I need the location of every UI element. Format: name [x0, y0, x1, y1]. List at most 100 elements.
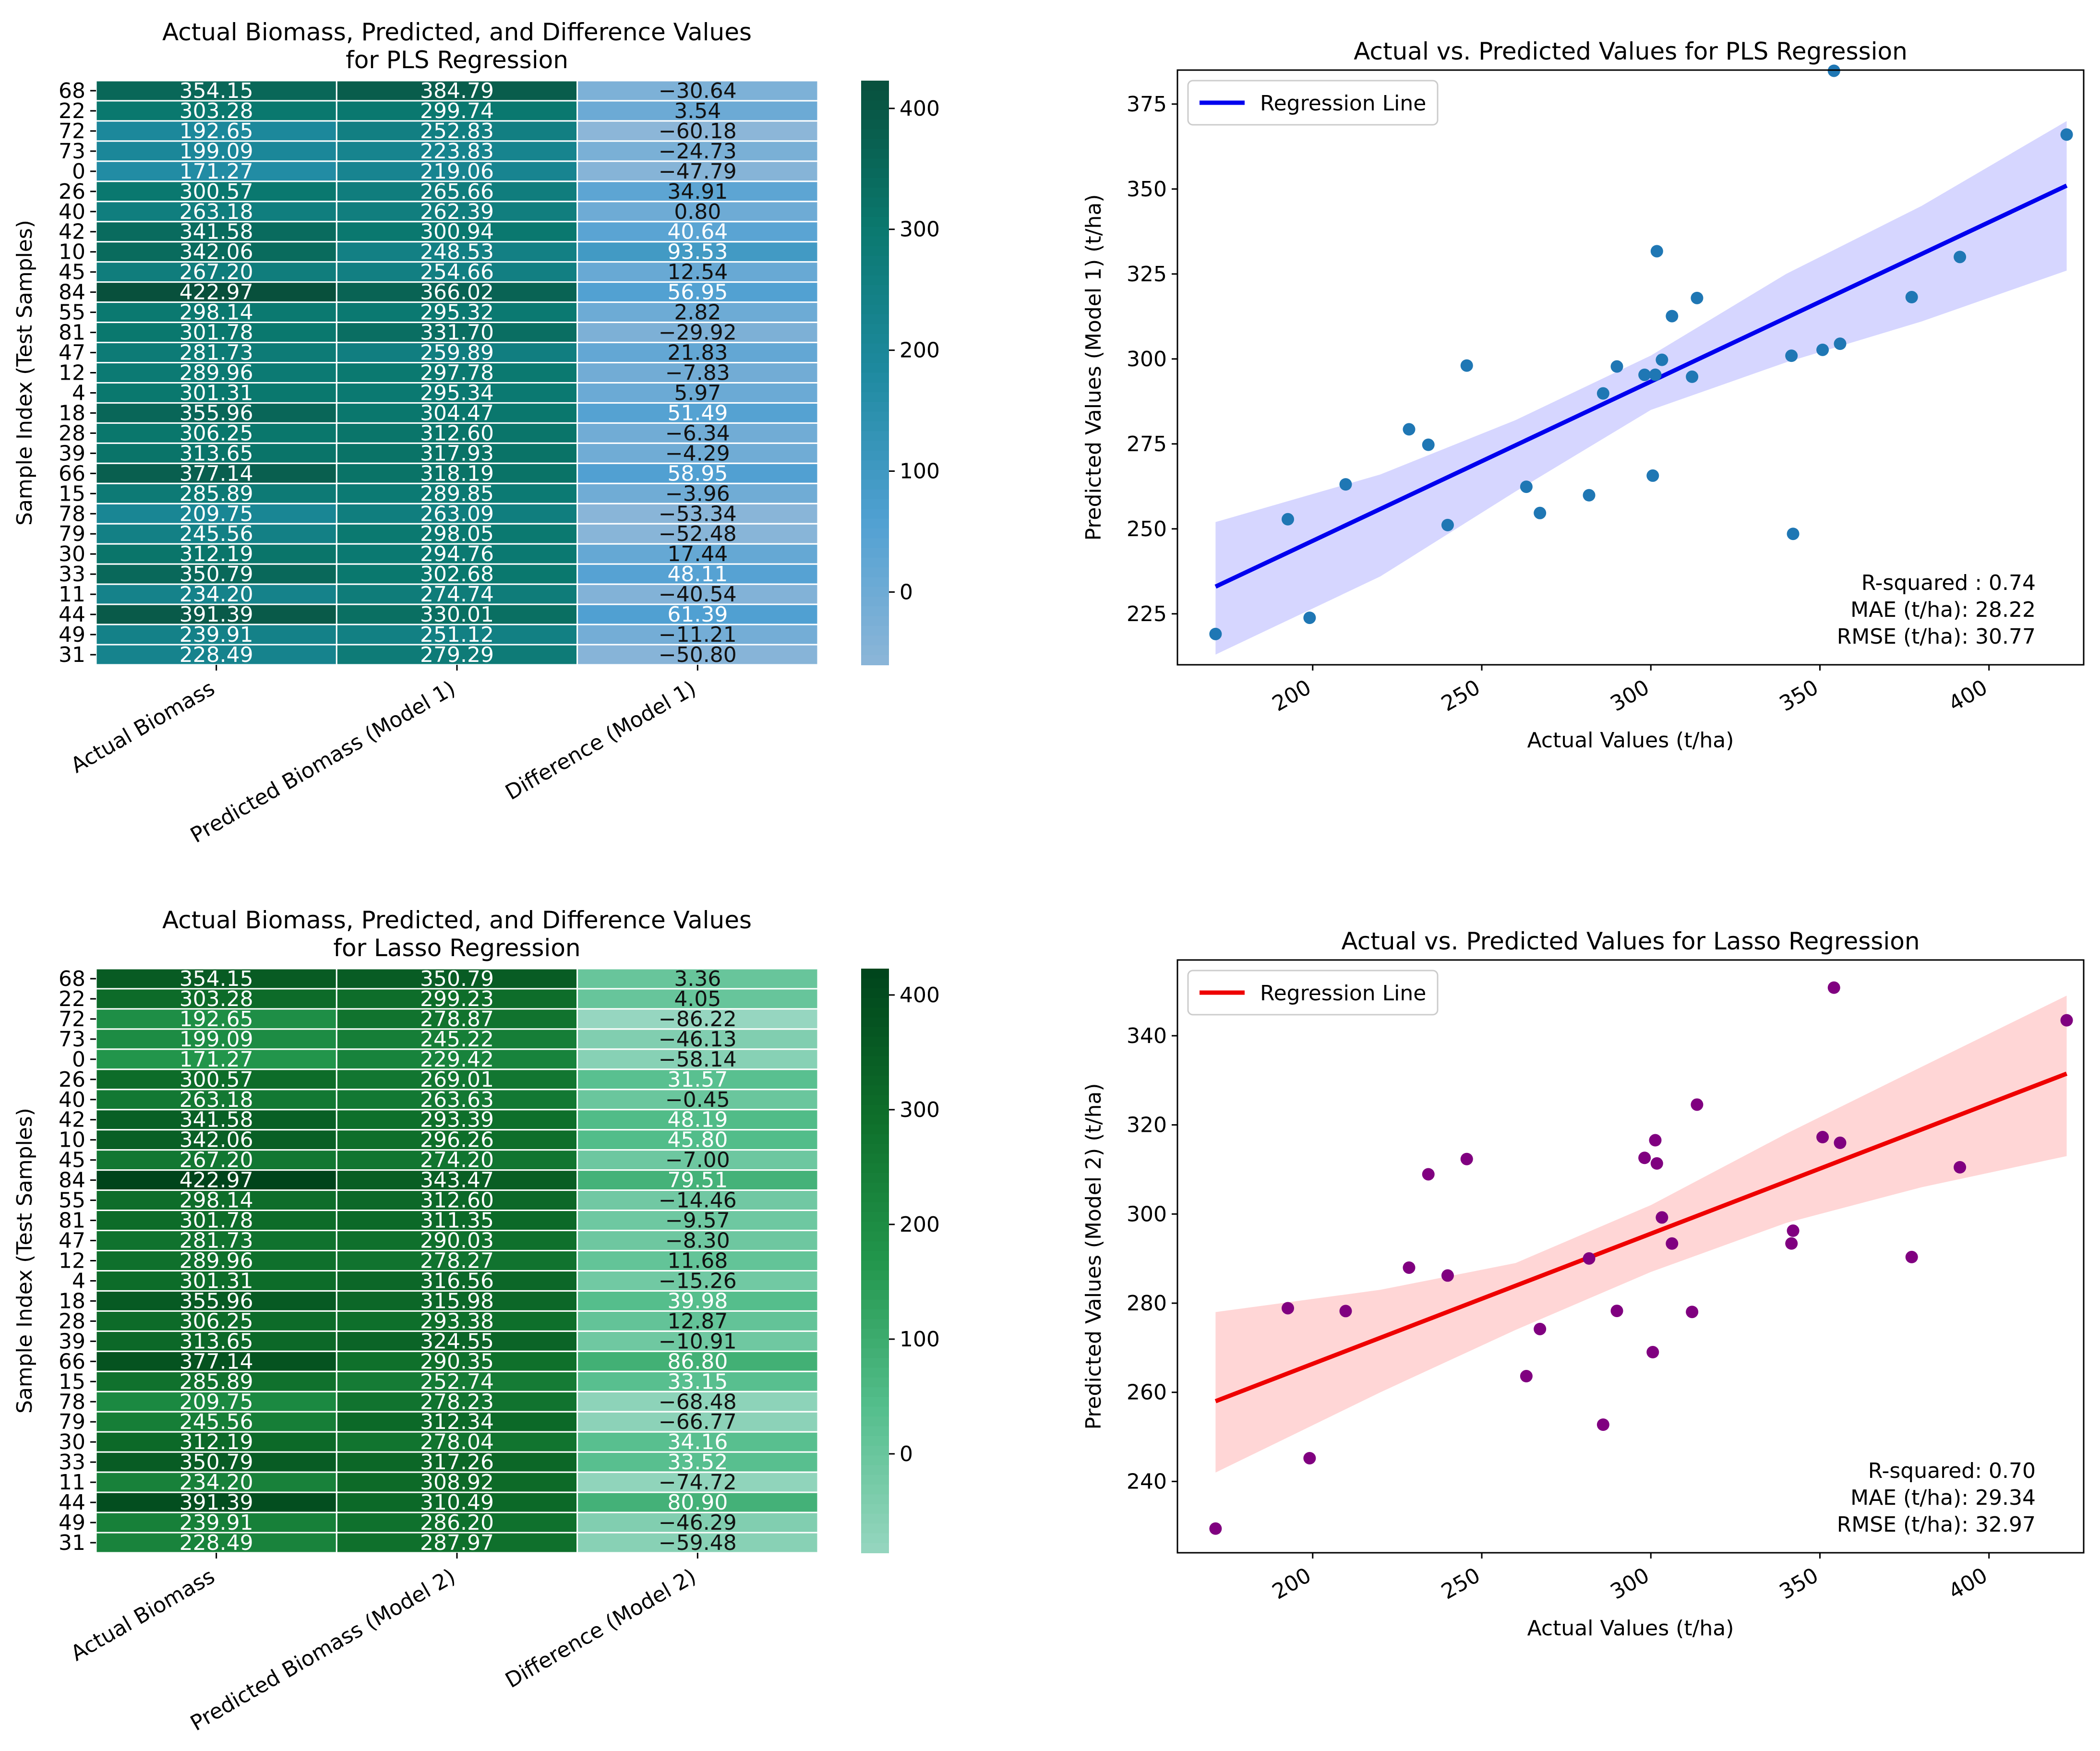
- heatmap-cell-label: −74.72: [659, 1470, 737, 1495]
- heatmap-cell-label: −50.80: [659, 643, 737, 667]
- y-tick-label: 320: [1127, 1113, 1167, 1138]
- colorbar-segment: [861, 587, 889, 598]
- heatmap-cell: [576, 462, 819, 484]
- heatmap-cell-label: 228.49: [180, 1531, 253, 1555]
- heatmap-cell-label: 79.51: [667, 1168, 728, 1193]
- heatmap-cell: [576, 1129, 819, 1151]
- colorbar-segment: [861, 1513, 889, 1524]
- heatmap-cell-label: 239.91: [180, 623, 253, 647]
- heatmap-cell-label: 274.20: [420, 1148, 494, 1173]
- heatmap-cell: [576, 261, 819, 283]
- colorbar-segment: [861, 509, 889, 519]
- x-tick-label: 400: [1944, 675, 1992, 716]
- heatmap-cell-label: −0.45: [665, 1088, 730, 1112]
- heatmap-cell-label: 259.89: [420, 341, 494, 365]
- colorbar-segment: [861, 392, 889, 403]
- heatmap-cell-label: 289.96: [180, 361, 253, 385]
- heatmap-cell-label: 245.56: [180, 522, 253, 546]
- heatmap-cell-label: 252.74: [420, 1369, 494, 1394]
- colorbar-segment: [861, 168, 889, 179]
- heatmap-cell-label: −9.57: [665, 1209, 730, 1233]
- y-tick-label: 250: [1127, 517, 1167, 541]
- data-point: [1303, 1451, 1316, 1464]
- heatmap-cell-label: 301.78: [180, 1209, 253, 1233]
- data-point: [1583, 489, 1596, 502]
- heatmap-cell: [576, 1109, 819, 1131]
- stats-annotation: R-squared : 0.74: [1861, 571, 2036, 595]
- data-point: [1656, 353, 1668, 366]
- colorbar-segment: [861, 577, 889, 588]
- heatmap-cell-label: 298.05: [420, 522, 494, 546]
- colorbar-segment: [861, 1348, 889, 1359]
- x-tick-label: 300: [1607, 675, 1654, 716]
- heatmap-cell-label: −46.13: [659, 1027, 737, 1052]
- colorbar-segment: [861, 343, 889, 354]
- row-label: 45: [59, 260, 85, 285]
- row-label: 4: [72, 381, 85, 405]
- heatmap-cell: [336, 1310, 578, 1332]
- row-label: 73: [59, 139, 85, 164]
- colorbar-segment: [861, 597, 889, 607]
- data-point: [1691, 291, 1704, 304]
- colorbar-segment: [861, 1124, 889, 1135]
- data-point: [1785, 349, 1798, 362]
- x-tick-label: 250: [1437, 1563, 1484, 1604]
- heatmap-cell-label: 343.47: [420, 1168, 494, 1193]
- stats-annotation: RMSE (t/ha): 30.77: [1837, 624, 2036, 649]
- colorbar-segment: [861, 1066, 889, 1077]
- colorbar-segment: [861, 1192, 889, 1203]
- heatmap-cell-label: 229.42: [420, 1047, 494, 1072]
- heatmap-title-line1: Actual Biomass, Predicted, and Differenc…: [162, 18, 752, 46]
- row-label: 40: [59, 1088, 85, 1112]
- colorbar-segment: [861, 1504, 889, 1514]
- heatmap-cell-label: 377.14: [180, 461, 253, 486]
- y-axis-label: Predicted Values (Model 2) (t/ha): [1081, 1083, 1106, 1430]
- row-label: 84: [59, 1168, 85, 1193]
- x-axis-label: Actual Values (t/ha): [1527, 1616, 1734, 1641]
- heatmap-cell-label: 290.03: [420, 1229, 494, 1253]
- y-tick-label: 280: [1127, 1291, 1167, 1316]
- row-label: 10: [59, 240, 85, 264]
- data-point: [1656, 1211, 1668, 1224]
- colorbar-segment: [861, 1007, 889, 1018]
- colorbar-segment: [861, 1027, 889, 1037]
- colorbar-segment: [861, 489, 889, 500]
- colorbar-segment: [861, 625, 889, 636]
- heatmap-cell: [576, 1451, 819, 1473]
- heatmap-cell-label: 281.73: [180, 1229, 253, 1253]
- heatmap-cell-label: −66.77: [659, 1410, 737, 1434]
- data-point: [1610, 1305, 1623, 1318]
- colorbar-segment: [861, 1416, 889, 1427]
- heatmap-cell-label: 350.79: [180, 562, 253, 587]
- column-label: Actual Biomass: [67, 676, 219, 778]
- heatmap-cell: [95, 1532, 337, 1554]
- heatmap-cell-label: 33.52: [667, 1450, 728, 1475]
- heatmap-cell-label: 293.38: [420, 1309, 494, 1333]
- heatmap-cell: [336, 1129, 578, 1151]
- data-point: [1649, 368, 1662, 381]
- y-tick-label: 375: [1127, 92, 1167, 117]
- heatmap-cell-label: 34.91: [667, 180, 728, 204]
- heatmap-cell-label: 278.23: [420, 1390, 494, 1414]
- row-label: 55: [59, 1188, 85, 1213]
- heatmap-cell-label: 192.65: [180, 119, 253, 144]
- data-point: [1686, 1306, 1699, 1319]
- heatmap-cell-label: 48.19: [667, 1108, 728, 1132]
- heatmap-cell-label: 209.75: [180, 1390, 253, 1414]
- colorbar-segment: [861, 353, 889, 364]
- heatmap-cell: [95, 322, 337, 344]
- colorbar-segment: [861, 178, 889, 189]
- heatmap-cell-label: 312.60: [420, 1188, 494, 1213]
- heatmap-cell-label: 298.14: [180, 300, 253, 325]
- heatmap-cell-label: 267.20: [180, 260, 253, 285]
- row-label: 73: [59, 1027, 85, 1052]
- heatmap-cell: [95, 342, 337, 364]
- legend-label: Regression Line: [1260, 91, 1426, 116]
- heatmap-cell-label: 299.74: [420, 99, 494, 123]
- heatmap-cell-label: 21.83: [667, 341, 728, 365]
- heatmap-cell-label: 263.18: [180, 200, 253, 224]
- heatmap-cell-label: 17.44: [667, 542, 728, 566]
- heatmap-cell-label: 301.78: [180, 321, 253, 345]
- heatmap-cell-label: 311.35: [420, 1209, 494, 1233]
- heatmap-cell-label: −7.00: [665, 1148, 730, 1173]
